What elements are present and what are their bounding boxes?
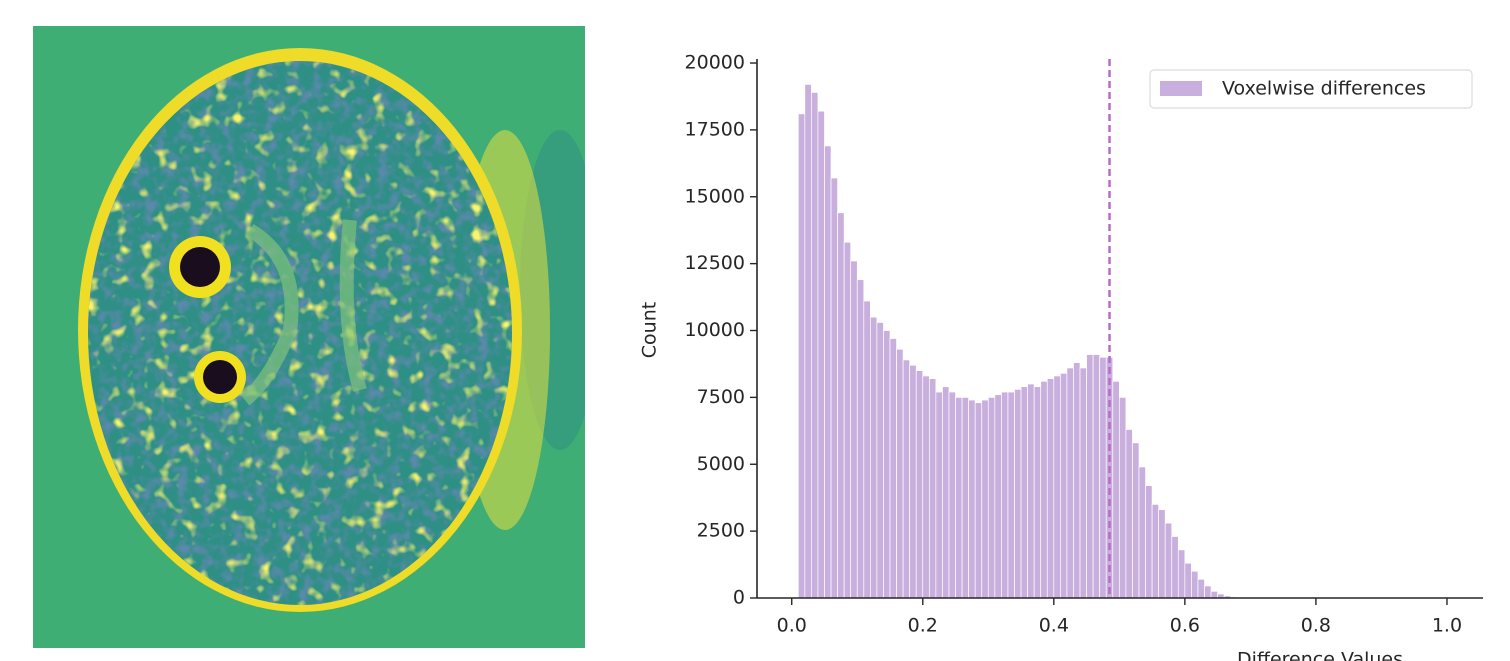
- bar: [889, 338, 897, 599]
- bar: [1066, 367, 1074, 599]
- bar: [817, 110, 825, 599]
- bar: [843, 241, 852, 599]
- bar: [797, 113, 806, 599]
- bar: [955, 397, 963, 599]
- bar: [1046, 378, 1055, 599]
- bar: [1001, 391, 1009, 599]
- y-tick-label: 7500: [697, 386, 745, 408]
- bar: [1053, 375, 1061, 599]
- bar: [948, 391, 956, 599]
- bar: [1027, 383, 1035, 599]
- x-axis-label: Difference Values: [1237, 649, 1403, 661]
- bar: [1151, 504, 1160, 599]
- y-axis-label: Count: [639, 302, 661, 358]
- bar: [1086, 354, 1094, 599]
- bar: [1125, 429, 1133, 599]
- difference-map-image: [33, 26, 585, 648]
- bar: [961, 397, 969, 599]
- x-tick-label: 0.0: [777, 615, 807, 637]
- bar: [1060, 372, 1068, 599]
- bar: [942, 386, 950, 599]
- bar: [935, 391, 943, 599]
- legend-label: Voxelwise differences: [1222, 78, 1426, 100]
- x-tick-label: 0.8: [1301, 615, 1331, 637]
- bar: [981, 399, 989, 599]
- y-tick-label: 10000: [685, 319, 745, 341]
- x-tick-label: 0.2: [908, 615, 938, 637]
- bar: [1184, 562, 1192, 599]
- legend-box: [1149, 69, 1473, 109]
- bar: [850, 260, 858, 599]
- x-tick-label: 0.6: [1170, 615, 1200, 637]
- bar: [1112, 380, 1120, 599]
- bar: [909, 364, 917, 599]
- y-tick-label: 12500: [685, 252, 745, 274]
- y-tick-label: 17500: [685, 118, 745, 140]
- bar: [870, 316, 878, 599]
- bar: [915, 370, 924, 599]
- bar: [1014, 389, 1022, 599]
- y-tick-label: 15000: [685, 185, 745, 207]
- bar: [1092, 354, 1101, 599]
- bar: [994, 394, 1002, 599]
- legend-swatch: [1160, 81, 1202, 96]
- bar: [876, 322, 884, 599]
- bar: [1073, 362, 1081, 599]
- bar: [811, 92, 819, 599]
- bar: [1132, 442, 1140, 599]
- bar: [902, 359, 911, 599]
- bar: [1197, 578, 1205, 599]
- bar: [830, 177, 838, 599]
- bar: [1020, 386, 1028, 599]
- bar: [1191, 570, 1199, 599]
- bar: [1099, 356, 1107, 599]
- bar: [1033, 386, 1042, 599]
- bar: [1210, 590, 1218, 599]
- bar: [883, 330, 891, 599]
- bar: [804, 84, 812, 599]
- bar: [1177, 549, 1186, 599]
- bar: [1118, 397, 1127, 599]
- bar: [922, 375, 930, 599]
- histogram-plot: 0 2500 5000 7500 10000 12500 15000 17500 20000 0.…: [685, 52, 1483, 637]
- bar: [1007, 391, 1015, 599]
- bar: [1204, 585, 1212, 599]
- bar: [1164, 522, 1173, 599]
- bar: [1040, 380, 1048, 599]
- bar: [1138, 466, 1146, 599]
- bar: [968, 399, 976, 599]
- y-tick-label: 5000: [697, 453, 745, 475]
- y-tick-label: 20000: [685, 52, 745, 74]
- bar: [1145, 485, 1153, 599]
- bar: [856, 279, 865, 599]
- bar: [928, 378, 937, 599]
- y-tick-label: 0: [733, 587, 745, 609]
- bar: [863, 300, 871, 599]
- bar: [974, 402, 983, 599]
- bar: [1079, 367, 1087, 599]
- y-tick-label: 2500: [697, 520, 745, 542]
- bar: [1158, 509, 1166, 599]
- bar: [824, 145, 832, 599]
- x-tick-label: 1.0: [1432, 615, 1462, 637]
- bar: [837, 212, 845, 599]
- bar: [1171, 536, 1179, 599]
- bar: [987, 397, 996, 599]
- x-tick-label: 0.4: [1039, 615, 1069, 637]
- bar: [896, 348, 904, 599]
